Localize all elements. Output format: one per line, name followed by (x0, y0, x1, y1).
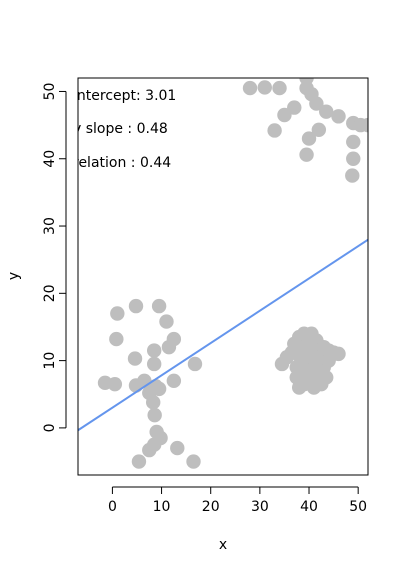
x-axis-label: x (219, 537, 227, 553)
x-tick-label: 20 (202, 499, 220, 515)
axes-layer: 0 10 20 30 40 50 0 10 20 30 40 50 (42, 83, 367, 515)
data-point (319, 104, 334, 119)
data-point (299, 147, 314, 162)
data-point (257, 80, 272, 95)
data-point (146, 356, 162, 372)
data-point (360, 117, 368, 133)
y-tick-label: 0 (42, 423, 58, 432)
data-point (151, 381, 167, 397)
data-point (287, 100, 302, 115)
data-point (166, 331, 182, 347)
data-point (166, 373, 182, 388)
data-point (109, 331, 124, 347)
x-tick-label: 10 (153, 499, 171, 515)
data-point (131, 454, 147, 469)
data-point (146, 395, 161, 410)
annotations-layer: intercept: 3.01 v slope : 0.48 relation … (73, 88, 176, 171)
data-point (345, 168, 360, 183)
data-point (277, 107, 292, 123)
data-point (110, 306, 125, 321)
regression-line-layer (78, 238, 368, 432)
data-point (159, 314, 174, 329)
data-point (346, 151, 361, 166)
data-point (309, 96, 324, 111)
data-point (242, 80, 258, 96)
y-tick-label: 10 (42, 352, 58, 370)
data-point (331, 346, 346, 362)
points-layer (97, 78, 368, 469)
y-tick-label: 40 (42, 150, 58, 168)
regression-line (78, 238, 368, 432)
data-point (127, 351, 143, 366)
data-point (331, 109, 346, 124)
data-point (187, 356, 203, 372)
data-point (151, 298, 167, 314)
annotation-slope: v slope : 0.48 (73, 121, 168, 137)
data-point (146, 343, 162, 358)
data-point (319, 370, 334, 385)
data-point (267, 123, 282, 138)
data-point (170, 440, 185, 456)
data-point (142, 442, 157, 458)
annotation-correlation: relation : 0.44 (73, 155, 171, 171)
annotation-intercept: intercept: 3.01 (73, 88, 176, 104)
x-tick-label: 0 (108, 499, 117, 515)
data-point (272, 80, 287, 96)
y-tick-label: 50 (42, 83, 58, 101)
y-tick-label: 20 (42, 284, 58, 302)
plot-frame (77, 77, 369, 476)
data-point (301, 131, 317, 146)
data-point (107, 376, 123, 392)
data-point (311, 122, 327, 138)
x-tick-label: 40 (300, 499, 318, 515)
y-axis-label: y (6, 272, 22, 280)
data-point (346, 134, 361, 150)
y-tick-label: 30 (42, 217, 58, 235)
data-point (128, 298, 144, 314)
data-point (147, 407, 162, 423)
data-point (186, 454, 201, 469)
x-tick-label: 30 (251, 499, 269, 515)
x-tick-label: 50 (349, 499, 367, 515)
